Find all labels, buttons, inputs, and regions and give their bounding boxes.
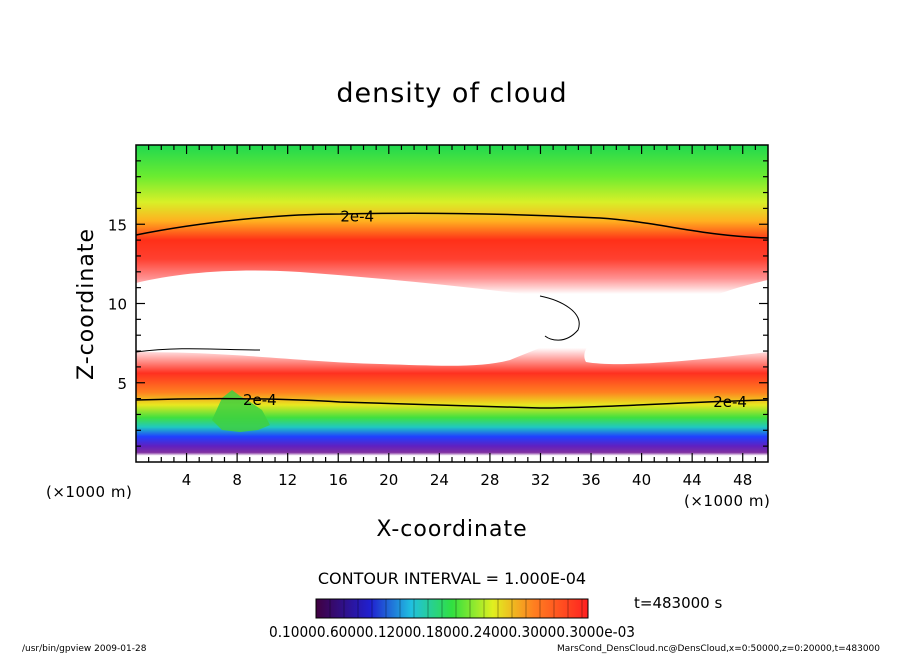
contour-interval: CONTOUR INTERVAL = 1.000E-04: [318, 569, 586, 588]
y-axis-label: Z-coordinate: [74, 228, 99, 380]
x-tick-label: 12: [278, 471, 297, 489]
contour-label: 2e-4: [340, 207, 374, 225]
y-axis: 5 10 15: [108, 160, 768, 447]
white-gap-left: [136, 270, 580, 366]
x-tick-label: 24: [430, 471, 449, 489]
plot-area: [136, 145, 768, 462]
x-tick-label: 40: [632, 471, 651, 489]
x-tick-label: 28: [480, 471, 499, 489]
x-axis: 4 8 12 16 20 24 28 32 36 40 44 48: [148, 145, 756, 489]
y-tick-label: 10: [108, 296, 127, 314]
footer-left: /usr/bin/gpview 2009-01-28: [22, 644, 147, 654]
contour-line-upper: [135, 212, 769, 239]
colorbar: [315, 598, 589, 619]
white-gap-right: [584, 280, 768, 365]
x-tick-label: 4: [182, 471, 192, 489]
cloud-patch: [212, 390, 270, 432]
colorbar-note: t=483000 s: [634, 594, 722, 612]
contour-label: 2e-4: [713, 393, 747, 411]
x-tick-label: 16: [329, 471, 348, 489]
x-unit-label-right: (×1000 m): [684, 492, 770, 510]
contour-label: 2e-4: [243, 391, 277, 409]
x-tick-label: 20: [379, 471, 398, 489]
contour-line-edge: [135, 295, 580, 353]
x-tick-label: 48: [733, 471, 752, 489]
x-axis-label: X-coordinate: [376, 517, 527, 542]
chart-title: density of cloud: [336, 78, 567, 109]
x-unit-label-left: (×1000 m): [46, 483, 132, 501]
footer-right: MarsCond_DensCloud.nc@DensCloud,x=0:5000…: [557, 644, 880, 654]
colorbar-labels: 0.10000.60000.12000.18000.24000.30000.30…: [269, 623, 635, 641]
y-tick-label: 5: [117, 375, 127, 393]
y-tick-label: 15: [108, 216, 127, 234]
x-tick-label: 44: [683, 471, 702, 489]
contour-labels: 2e-4 2e-4 2e-4: [243, 207, 747, 411]
contour-line-lower: [135, 397, 769, 409]
x-tick-label: 32: [531, 471, 550, 489]
x-tick-label: 36: [581, 471, 600, 489]
x-tick-label: 8: [232, 471, 242, 489]
colorbar-ticks: [329, 599, 583, 618]
